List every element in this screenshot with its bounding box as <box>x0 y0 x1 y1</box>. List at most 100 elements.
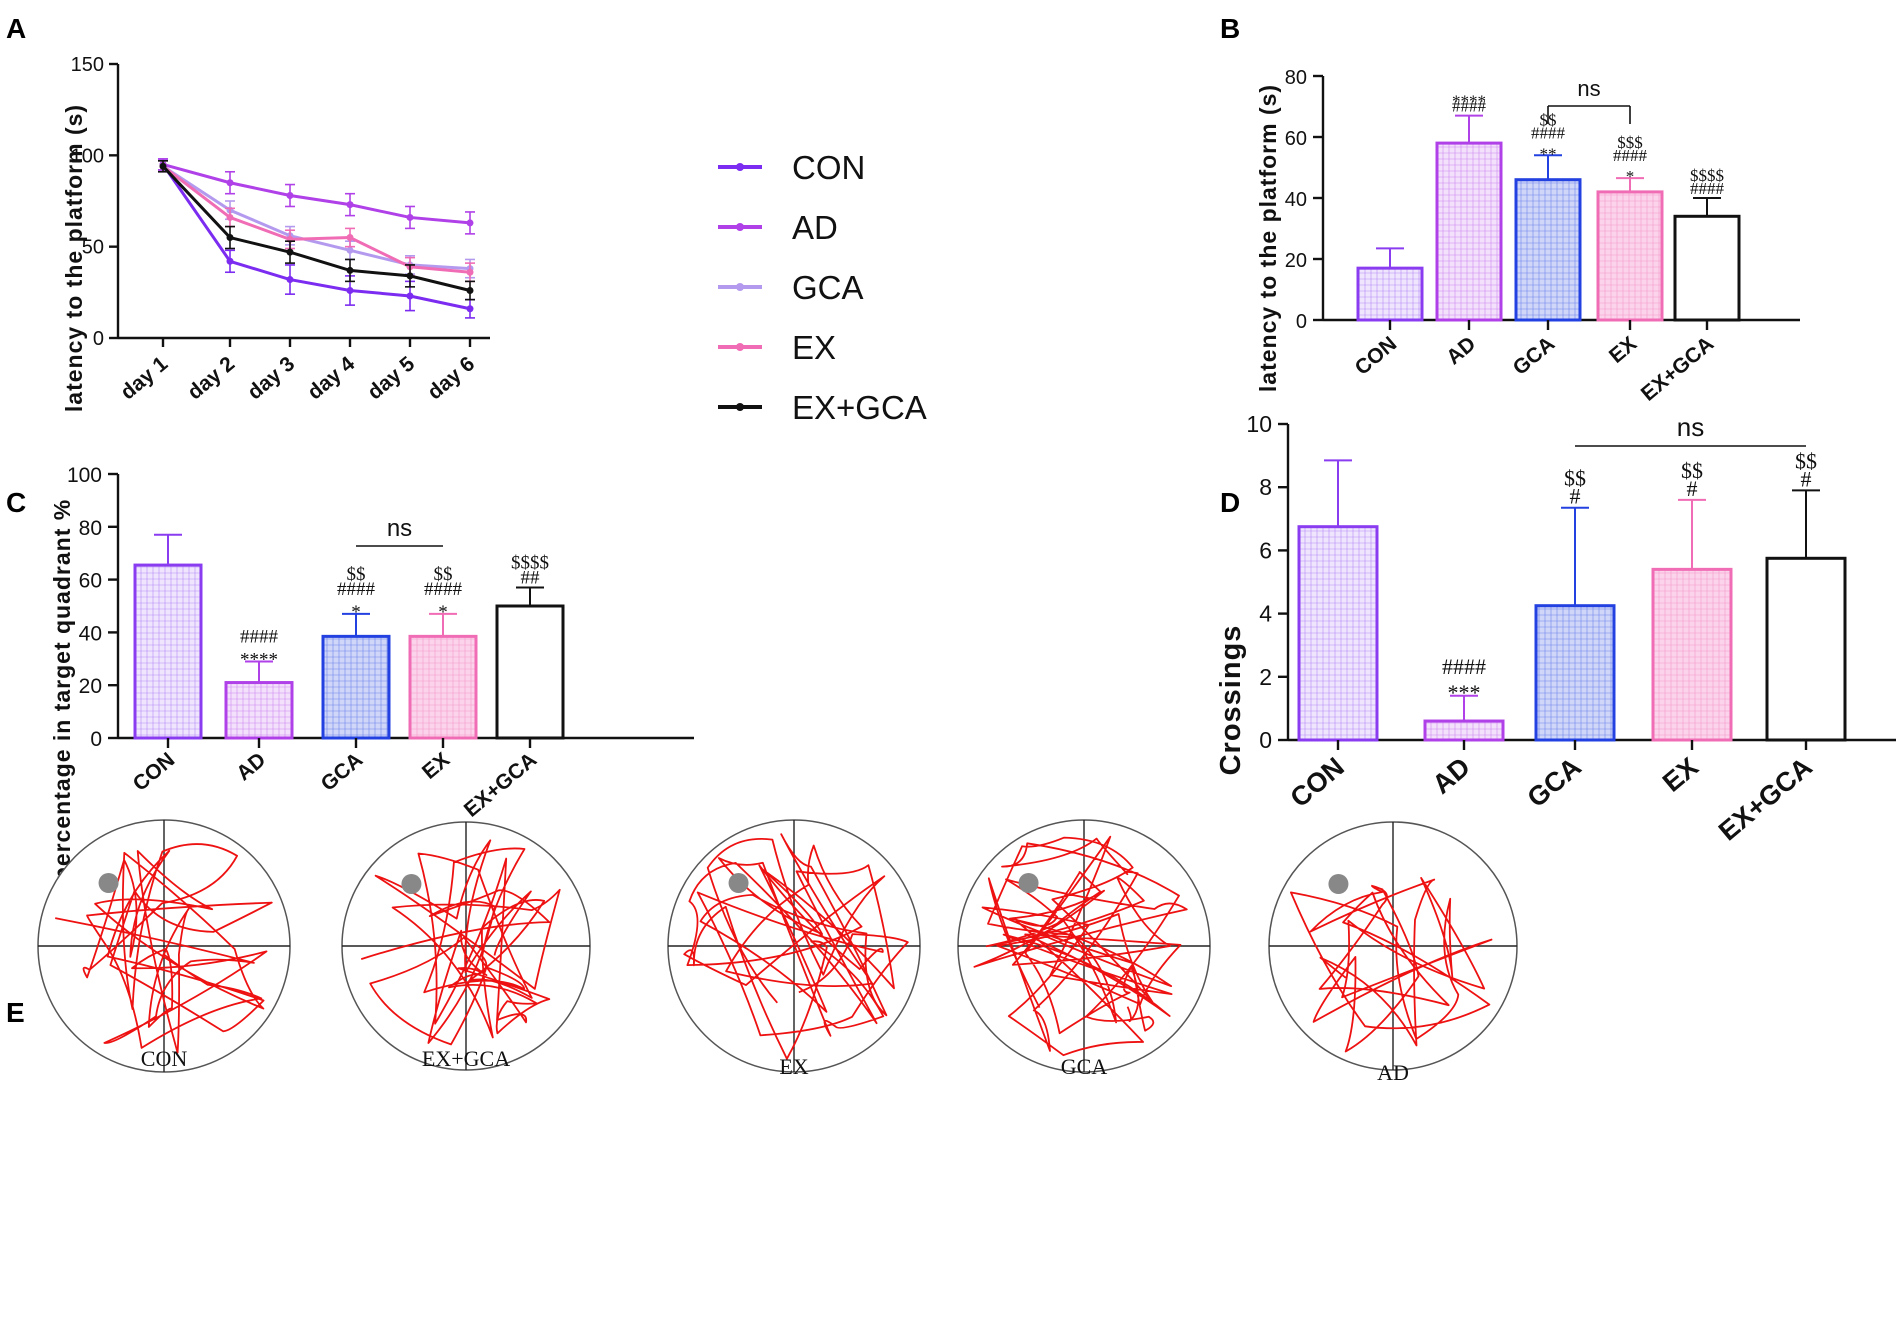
panel-label-c: C <box>6 487 26 518</box>
panel-a-series-line-ad <box>162 163 471 225</box>
panel-d-y-tick-label: 0 <box>1259 727 1272 753</box>
panel-c-bar-ad <box>224 681 294 740</box>
panel-b-significance-label: #### <box>1613 146 1648 165</box>
maze-swim-path <box>1290 877 1493 1053</box>
panel-label-e: E <box>6 997 25 1028</box>
panel-a-point-con <box>226 257 234 265</box>
panel-a-point-gca <box>346 246 354 254</box>
maze-label: GCA <box>1061 1054 1108 1079</box>
maze-label: CON <box>141 1046 188 1071</box>
panel-b-bracket-label: ns <box>1577 76 1600 101</box>
panel-a-point-con <box>466 305 474 313</box>
panel-d-bar-con <box>1297 525 1379 742</box>
panel-a-point-ad <box>346 201 354 209</box>
legend-label-ex: EX <box>792 329 836 366</box>
panel-c-y-tick-label: 80 <box>79 517 102 540</box>
panel-b-bar-gca <box>1514 178 1582 322</box>
legend-marker-con <box>736 163 744 171</box>
panel-c-x-tick-label: AD <box>232 748 270 785</box>
maze-swim-path <box>683 833 909 1060</box>
panel-c-significance-label: #### <box>337 579 376 600</box>
panel-c-bar-gca <box>321 634 391 740</box>
panel-a-series-line-ex <box>162 165 471 274</box>
panel-c-x-tick-label: EX <box>418 748 454 784</box>
panel-c-significance-label: #### <box>240 626 279 647</box>
maze-swim-path <box>360 839 561 1046</box>
panel-a-y-tick-label: 150 <box>71 54 104 76</box>
panel-c-significance-label: * <box>438 602 448 623</box>
panel-b-x-tick-label: EX <box>1605 332 1641 368</box>
panel-a-point-ex <box>466 268 474 276</box>
panel-b-x-tick-label: CON <box>1351 332 1402 380</box>
maze-ex: EX <box>667 819 921 1079</box>
panel-b-bar-ad <box>1435 141 1503 322</box>
panel-b-significance-label: #### <box>1531 123 1566 142</box>
panel-a-point-ex+gca <box>406 272 414 280</box>
panel-a-legend: CON AD GCA EX EX+GCA <box>718 149 927 426</box>
panel-c-y-tick-label: 60 <box>79 570 102 593</box>
panel-c-x-tick-label: CON <box>129 748 180 796</box>
panel-c-significance-label: ## <box>521 568 541 589</box>
panel-d-bar-ex-gca <box>1765 556 1847 742</box>
panel-b-significance-label: * <box>1626 167 1635 186</box>
panel-b-bar-con <box>1356 266 1424 322</box>
panel-a-y-tick-label: 0 <box>93 328 104 350</box>
panel-a-y-label: latency to the platform (s) <box>61 104 87 412</box>
panel-c-bracket-label: ns <box>387 515 412 542</box>
panel-c-y-tick-label: 40 <box>79 622 102 645</box>
panel-d-x-tick-label: EX <box>1657 752 1704 798</box>
panel-label-b: B <box>1220 13 1240 44</box>
maze-swim-path <box>55 843 273 1054</box>
panel-a-point-con <box>346 287 354 295</box>
panel-e-swim-paths: E CON EX+GCA EX GCA AD <box>6 819 1518 1085</box>
panel-a-point-ex <box>346 234 354 242</box>
panel-a-point-ad <box>226 179 234 187</box>
panel-c-significance-label: #### <box>424 579 463 600</box>
maze-platform <box>401 874 422 894</box>
panel-c-y-label: percentage in target quadrant % <box>49 499 75 881</box>
panel-a-point-ex+gca <box>226 234 234 242</box>
panel-b-significance-label: #### <box>1690 179 1725 198</box>
panel-a-point-ad <box>286 192 294 200</box>
legend-label-con: CON <box>792 149 865 186</box>
panel-c-y-tick-label: 100 <box>67 464 102 487</box>
legend-label-ex+gca: EX+GCA <box>792 389 927 426</box>
panel-d-significance-label: # <box>1570 484 1581 509</box>
panel-a-point-con <box>406 292 414 300</box>
panel-c-bar-ex <box>408 634 478 740</box>
panel-a-point-ex+gca <box>346 266 354 274</box>
maze-ad: AD <box>1268 821 1518 1085</box>
panel-d-significance-label: #### <box>1442 654 1486 679</box>
maze-platform <box>728 873 749 893</box>
panel-a-y-tick-label: 50 <box>82 237 104 259</box>
panel-b-bar-ex-gca <box>1673 214 1741 322</box>
maze-label: EX+GCA <box>422 1046 510 1071</box>
panel-d-significance-label: $$ <box>1564 466 1586 491</box>
panel-d-y-tick-label: 4 <box>1259 601 1272 627</box>
panel-c-x-tick-label: EX+GCA <box>460 748 541 822</box>
panel-c-y-tick-label: 0 <box>90 728 102 751</box>
panel-a-point-ex+gca <box>159 162 167 170</box>
panel-d-y-tick-label: 10 <box>1246 411 1272 437</box>
panel-b-x-tick-label: EX+GCA <box>1637 332 1718 406</box>
panel-b-y-tick-label: 0 <box>1296 311 1307 333</box>
panel-a-x-tick-label: day 1 <box>116 352 172 404</box>
legend-label-ad: AD <box>792 209 838 246</box>
panel-c-significance-label: $$$$ <box>511 553 549 574</box>
maze-platform <box>1328 874 1349 894</box>
legend-marker-ex+gca <box>736 403 744 411</box>
panel-c-significance-label: * <box>351 602 361 623</box>
maze-platform <box>98 873 119 893</box>
panel-d-y-tick-label: 6 <box>1259 537 1272 563</box>
panel-d-x-tick-label: AD <box>1427 752 1476 800</box>
panel-a-point-ex <box>226 213 234 221</box>
panel-d-significance-label: # <box>1687 476 1698 501</box>
panel-a-line-chart: A 0 50 100 150 day 1 day 2 day 3 day 4 day 5 day … <box>6 13 927 426</box>
panel-d-significance-label: # <box>1801 466 1812 491</box>
maze-swim-path <box>973 835 1188 1057</box>
panel-a-y-tick-label: 100 <box>71 145 104 167</box>
maze-platform <box>1018 873 1039 893</box>
